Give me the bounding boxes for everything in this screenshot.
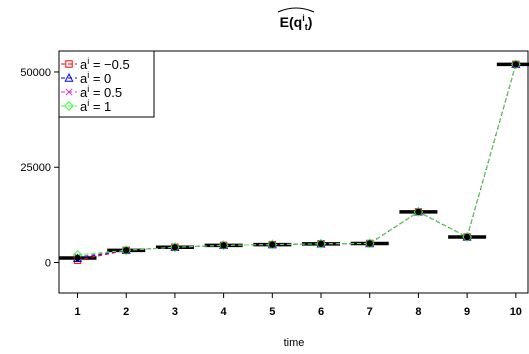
legend-item: ai = 0.5 (61, 84, 122, 100)
triangle-marker (64, 72, 74, 82)
y-tick-label: 0 (45, 258, 51, 270)
x-marker (65, 88, 73, 96)
legend-label: ai = 1 (80, 98, 111, 114)
x-tick-label: 6 (318, 306, 324, 318)
circle-marker (512, 61, 520, 68)
legend-item: ai = 0 (61, 70, 111, 86)
chart-title-close: ) (308, 14, 313, 30)
y-tick-label: 50000 (20, 67, 51, 79)
circle-marker (415, 208, 422, 216)
circle-marker (123, 247, 130, 254)
legend-box (58, 50, 155, 118)
chart-title-hat (277, 7, 315, 13)
x-tick-label: 9 (464, 306, 470, 318)
circle-marker (220, 242, 227, 249)
legend: ai = −0.5ai = 0ai = 0.5ai = 1 (58, 50, 155, 118)
circle-marker (74, 254, 81, 262)
circle-marker (463, 233, 471, 241)
circle-marker (171, 244, 179, 251)
chart-title-subscript: t (305, 22, 308, 32)
diamond-marker (64, 101, 74, 111)
x-axis: 1 2 3 4 5 6 7 8 9 10 (74, 292, 522, 318)
legend-label: ai = 0.5 (80, 84, 122, 100)
y-tick-label: 25000 (20, 162, 51, 174)
legend-item: ai = 1 (61, 98, 111, 114)
chart-title-superscript: i (302, 13, 305, 23)
y-axis: 0 25000 50000 (20, 67, 60, 270)
legend-item: ai = −0.5 (61, 56, 130, 72)
x-tick-label: 4 (221, 306, 228, 318)
x-tick-label: 3 (172, 306, 178, 318)
circle-marker (317, 240, 325, 248)
circle-marker (269, 241, 276, 248)
square-marker (65, 60, 73, 68)
x-axis-title: time (284, 337, 305, 349)
x-tick-label: 10 (510, 306, 522, 318)
x-tick-label: 8 (415, 306, 421, 318)
x-tick-label: 2 (123, 306, 129, 318)
chart-title: E(qit) (280, 13, 313, 32)
x-tick-label: 7 (367, 306, 373, 318)
legend-label: ai = 0 (80, 70, 111, 86)
chart-title-main: E(q (280, 14, 303, 30)
x-tick-label: 1 (74, 306, 80, 318)
circle-marker (366, 240, 373, 247)
reference-points (74, 61, 520, 262)
series-line (77, 64, 517, 256)
legend-label: ai = −0.5 (80, 56, 130, 72)
x-tick-label: 5 (269, 306, 275, 318)
